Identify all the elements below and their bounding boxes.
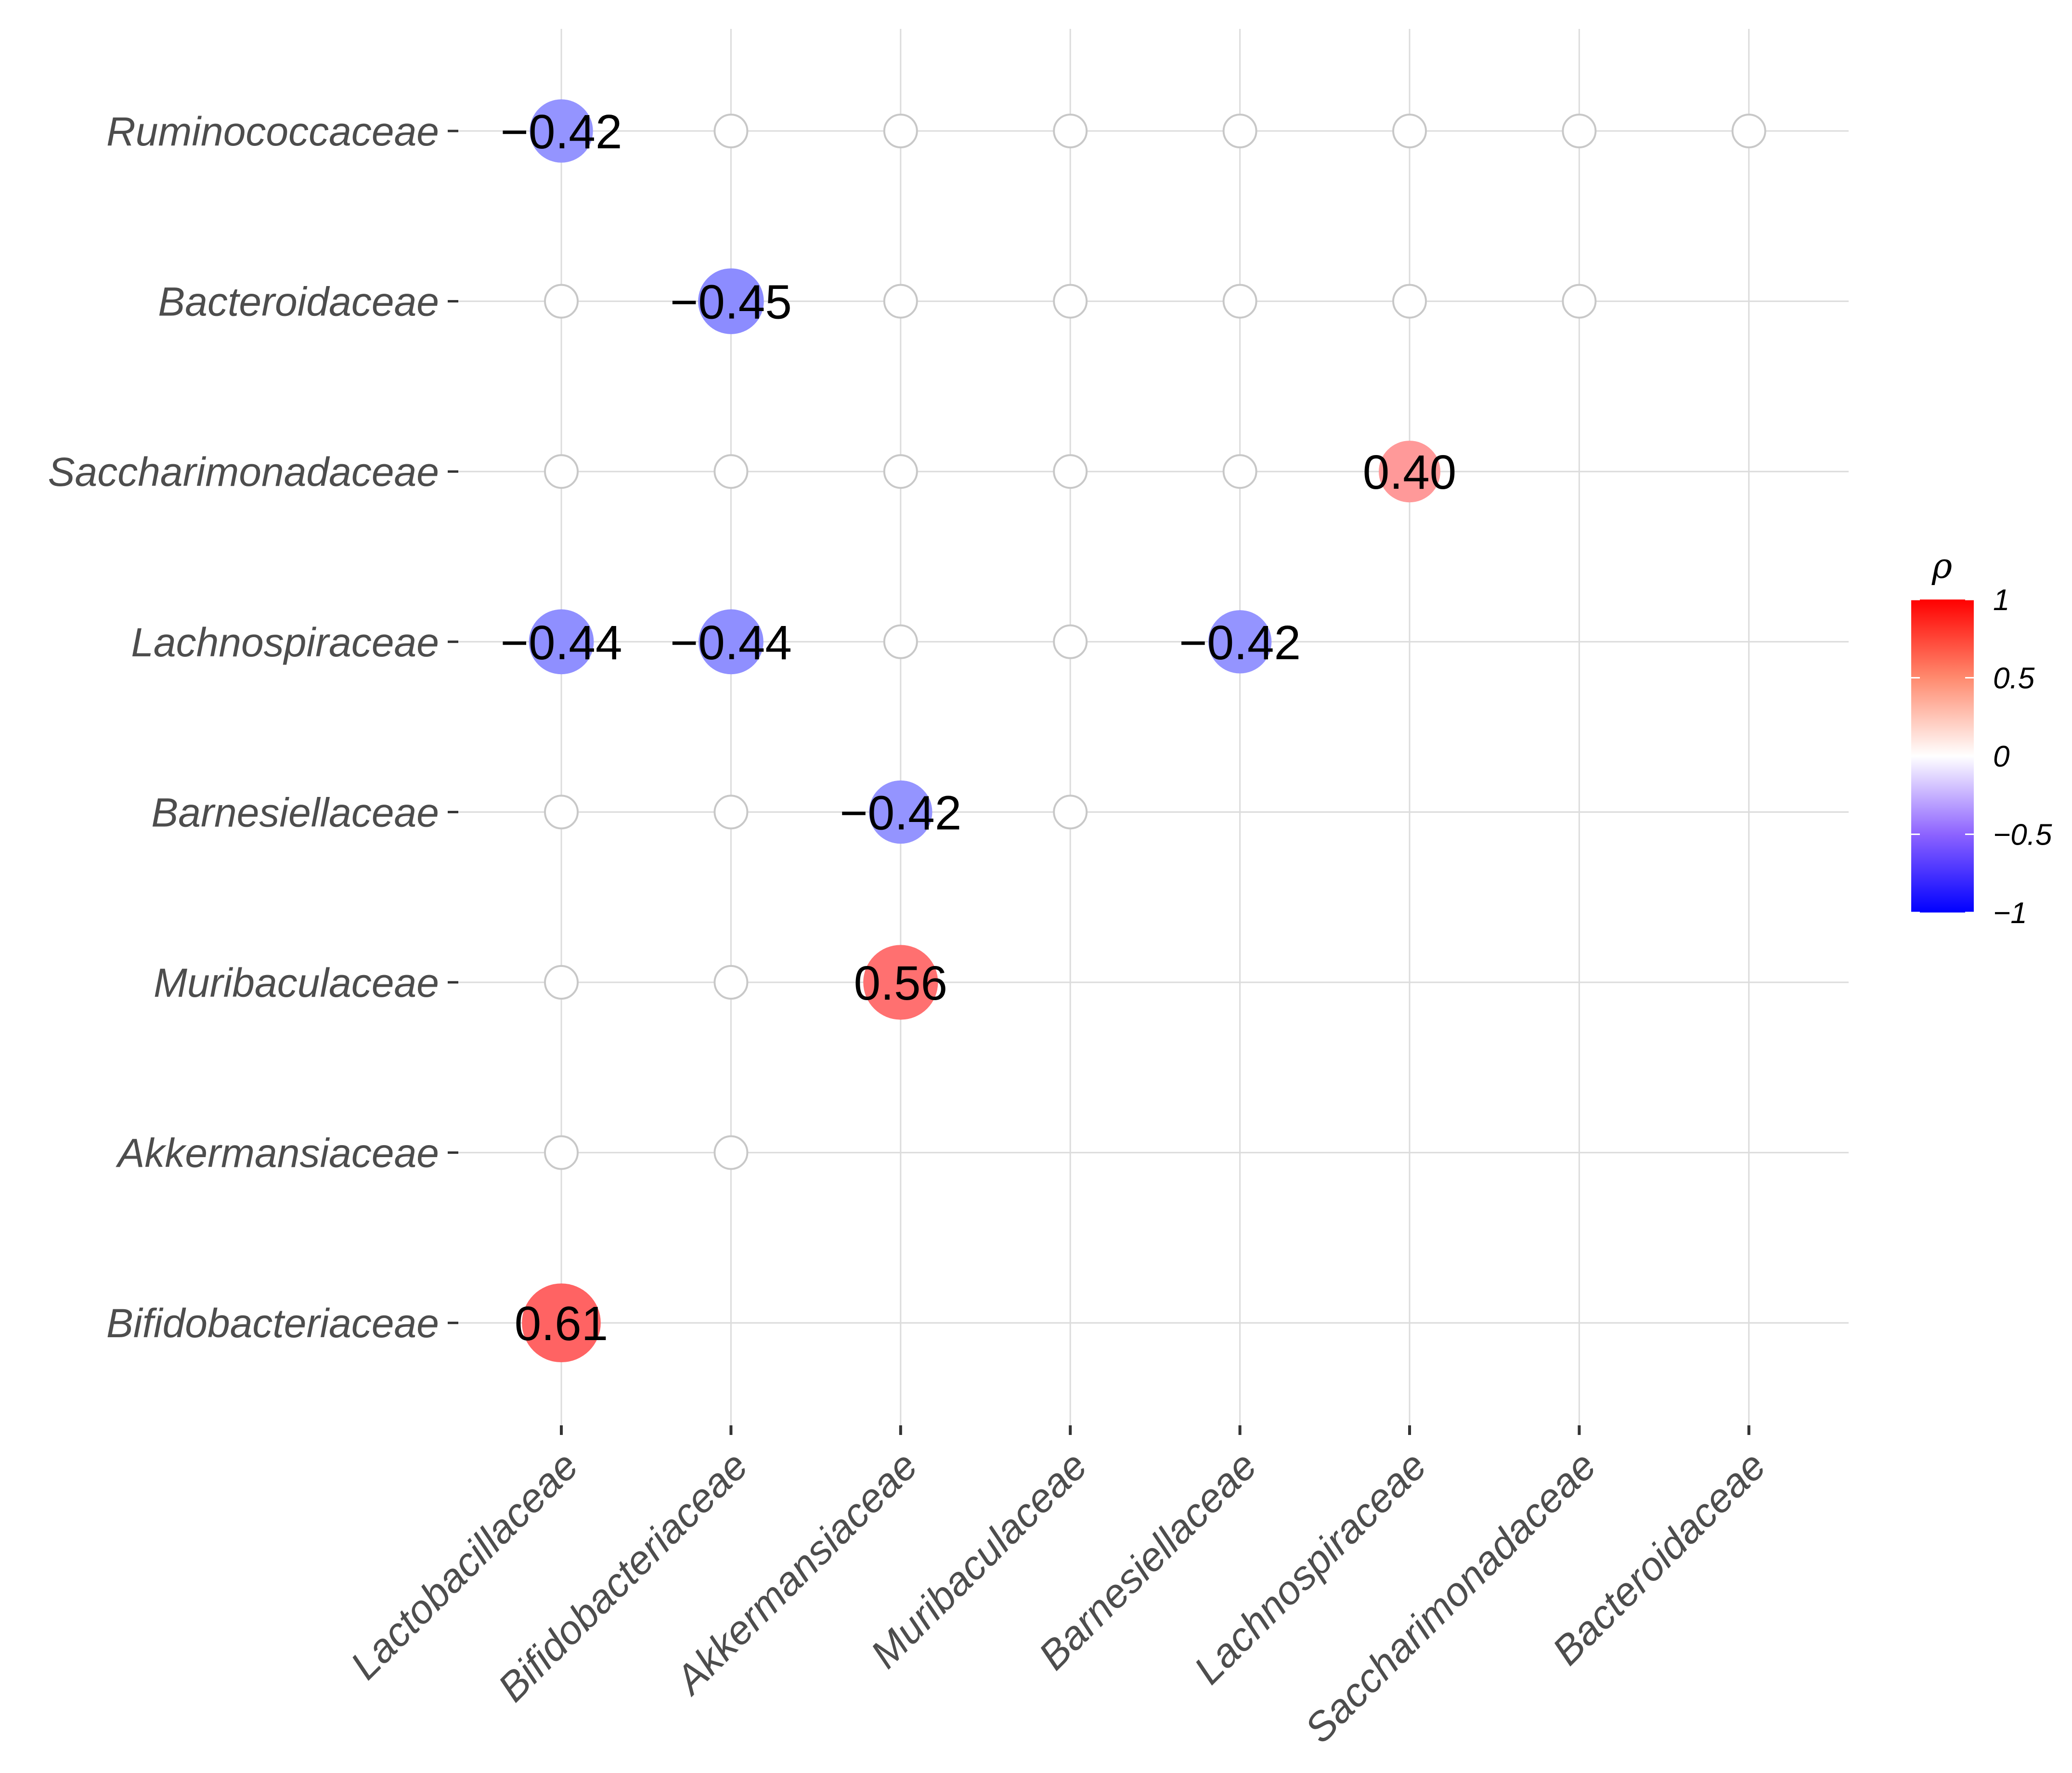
correlation-point xyxy=(529,609,594,675)
empty-cell-point xyxy=(1562,114,1597,148)
empty-cell-point xyxy=(1053,284,1088,319)
empty-cell-point xyxy=(713,965,749,1000)
empty-cell-point xyxy=(1392,284,1427,319)
legend-tick-label: 1 xyxy=(1993,584,2009,617)
axes: Ruminococcaceae Bacteroidaceae Saccharimon… xyxy=(48,109,1774,1751)
correlation-value-label: −0.45 xyxy=(670,275,792,329)
legend-title: ρ xyxy=(1931,546,1952,586)
legend-tick-label: −1 xyxy=(1993,897,2027,930)
empty-cell-point xyxy=(544,454,579,489)
empty-cell-point xyxy=(1392,114,1427,148)
empty-cell-point xyxy=(1731,114,1766,148)
legend-tick-label: 0 xyxy=(1993,740,2009,773)
correlation-value-label: 0.61 xyxy=(515,1297,609,1351)
legend-tick-label: 0.5 xyxy=(1993,662,2035,695)
correlation-point xyxy=(530,99,593,163)
empty-cell-point xyxy=(1222,454,1257,489)
correlation-point xyxy=(1208,610,1272,674)
grid-lines xyxy=(455,29,1849,1425)
empty-cell-point xyxy=(544,795,579,830)
correlation-value-label: −0.42 xyxy=(840,786,961,840)
y-tick-label: Muribaculaceae xyxy=(154,960,439,1005)
empty-cell-point xyxy=(544,1135,579,1170)
correlation-point xyxy=(699,609,764,675)
data-points: −0.42 −0.45 0.40 −0.44 −0.44 −0.42 −0.42 0.56 0.… xyxy=(500,99,1766,1363)
empty-cell-point xyxy=(1053,114,1088,148)
empty-cell-point xyxy=(883,454,918,489)
empty-cell-point xyxy=(1222,114,1257,148)
y-tick-label: Bacteroidaceae xyxy=(158,279,439,325)
y-tick-label: Saccharimonadaceae xyxy=(48,449,439,495)
legend-tick-label: −0.5 xyxy=(1993,819,2052,852)
empty-cell-point xyxy=(544,965,579,1000)
y-tick-label: Ruminococcaceae xyxy=(106,109,439,154)
correlation-point xyxy=(1379,441,1440,503)
empty-cell-point xyxy=(1053,624,1088,659)
empty-cell-point xyxy=(883,624,918,659)
empty-cell-point xyxy=(1562,284,1597,319)
empty-cell-point xyxy=(1053,795,1088,830)
correlation-value-label: 0.40 xyxy=(1363,445,1457,499)
correlation-point xyxy=(863,945,938,1020)
correlation-value-label: −0.44 xyxy=(670,616,792,670)
correlation-value-label: −0.42 xyxy=(1179,616,1301,670)
correlation-point xyxy=(869,780,932,844)
legend-colorbar xyxy=(1911,600,1974,913)
color-legend: ρ 1 0.5 0 −0.5 −1 xyxy=(1911,546,2052,930)
correlation-point xyxy=(698,268,764,334)
correlation-point xyxy=(522,1283,601,1363)
y-tick-label: Akkermansiaceae xyxy=(115,1131,439,1176)
correlation-value-label: −0.44 xyxy=(500,616,622,670)
x-tick-label: Saccharimonadaceae xyxy=(1296,1443,1605,1751)
empty-cell-point xyxy=(1053,454,1088,489)
empty-cell-point xyxy=(713,1135,749,1170)
empty-cell-point xyxy=(883,284,918,319)
empty-cell-point xyxy=(713,795,749,830)
y-tick-label: Lachnospiraceae xyxy=(131,620,439,665)
empty-cell-point xyxy=(1222,284,1257,319)
y-tick-label: Barnesiellaceae xyxy=(151,790,439,835)
empty-cell-point xyxy=(544,284,579,319)
y-tick-label: Bifidobacteriaceae xyxy=(106,1301,439,1346)
correlation-value-label: 0.56 xyxy=(854,956,947,1010)
correlation-value-label: −0.42 xyxy=(500,105,622,159)
empty-cell-point xyxy=(713,114,749,148)
empty-cell-point xyxy=(883,114,918,148)
empty-cell-point xyxy=(713,454,749,489)
